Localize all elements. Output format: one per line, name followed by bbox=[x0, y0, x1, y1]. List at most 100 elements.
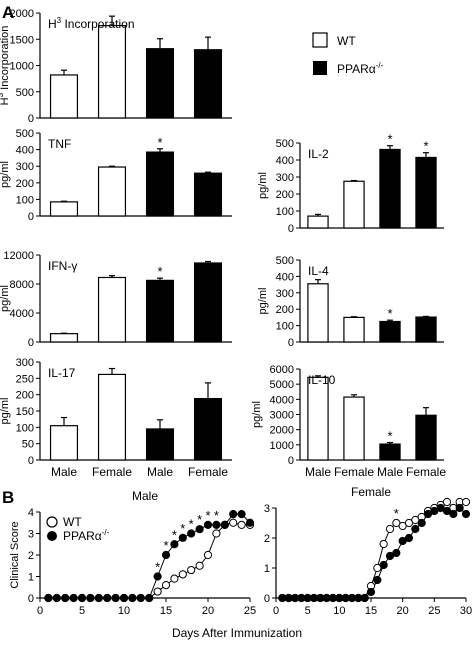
y-tick-label: 1000 bbox=[270, 440, 294, 452]
significance-star: * bbox=[157, 135, 162, 150]
ppar-point bbox=[178, 533, 187, 542]
legend-b-ppar-label: PPARα-/- bbox=[63, 528, 110, 543]
y-tick-label: 0 bbox=[288, 455, 294, 467]
ppar-point bbox=[136, 593, 145, 603]
y-tick-label: 2000 bbox=[10, 8, 34, 20]
ppar-point bbox=[245, 518, 255, 527]
y-axis-title: H3 Incorporation bbox=[0, 26, 11, 106]
significance-star: * bbox=[157, 264, 162, 279]
wt-point bbox=[187, 565, 196, 575]
panel-title: TNF bbox=[48, 137, 71, 151]
y-tick-label: 300 bbox=[16, 357, 34, 369]
y-tick-label: 150 bbox=[16, 406, 34, 418]
wt-point bbox=[385, 524, 395, 534]
panel-title: H3 Incorporation bbox=[48, 16, 135, 31]
panel-title: IL-2 bbox=[308, 147, 329, 161]
bar bbox=[379, 320, 401, 343]
significance-star: * bbox=[155, 560, 160, 575]
category-label: Male bbox=[377, 465, 403, 479]
bar bbox=[145, 48, 175, 119]
y-tick-label: 1 bbox=[264, 563, 270, 575]
wt-point bbox=[153, 587, 162, 596]
significance-star: * bbox=[189, 517, 194, 532]
y-tick-label: 400 bbox=[276, 155, 294, 167]
legend-b-wt-label: WT bbox=[63, 515, 82, 529]
x-tick-label: 15 bbox=[365, 605, 377, 617]
y-axis-title: pg/ml bbox=[257, 172, 269, 199]
ppar-point bbox=[379, 560, 388, 570]
legend-wt-swatch bbox=[312, 32, 328, 48]
y-tick-label: 0 bbox=[28, 593, 34, 605]
ppar-point bbox=[404, 533, 414, 543]
x-tick-label: 20 bbox=[397, 605, 409, 617]
wt-point bbox=[229, 518, 238, 527]
ppar-point bbox=[153, 572, 162, 581]
bar bbox=[145, 151, 175, 217]
panel-title: IL-10 bbox=[308, 373, 336, 387]
y-tick-label: 200 bbox=[276, 304, 294, 316]
significance-star: * bbox=[197, 512, 202, 527]
y-tick-label: 0 bbox=[28, 337, 34, 349]
significance-star: * bbox=[172, 527, 177, 542]
y-tick-label: 1500 bbox=[10, 34, 34, 46]
y-tick-label: 0 bbox=[28, 211, 34, 223]
x-tick-label: 15 bbox=[160, 605, 172, 617]
significance-star: * bbox=[180, 521, 185, 536]
wt-point bbox=[161, 581, 171, 590]
panel-title: IFN-γ bbox=[48, 259, 77, 273]
ppar-point bbox=[161, 550, 171, 560]
wt-point bbox=[203, 550, 213, 560]
y-tick-label: 250 bbox=[16, 373, 34, 385]
y-tick-label: 2 bbox=[264, 533, 270, 545]
y-tick-label: 3000 bbox=[270, 410, 294, 422]
ppar-point bbox=[229, 510, 238, 519]
significance-star: * bbox=[214, 508, 219, 523]
x-tick-label: 10 bbox=[118, 605, 130, 617]
legend-wt-label: WT bbox=[337, 34, 356, 48]
ppar-point bbox=[461, 509, 471, 519]
ppar-point bbox=[77, 593, 87, 603]
significance-star: * bbox=[163, 538, 168, 553]
y-tick-label: 12000 bbox=[3, 250, 34, 262]
ppar-point bbox=[392, 548, 401, 558]
ppar-point bbox=[195, 525, 204, 534]
y-axis-title: pg/ml bbox=[0, 161, 11, 188]
x-tick-label: 25 bbox=[244, 605, 256, 617]
ppar-point bbox=[220, 520, 229, 530]
bar-chart-il4: 0 100 200 300 400 500 * IL-4 pg/ml bbox=[257, 255, 444, 349]
ppar-point bbox=[44, 593, 53, 603]
y-tick-label: 300 bbox=[16, 161, 34, 173]
ppar-point bbox=[170, 540, 179, 549]
panel-title: IL-4 bbox=[308, 264, 329, 278]
x-tick-label: 0 bbox=[37, 605, 43, 617]
significance-star: * bbox=[387, 132, 392, 147]
legend-b-ppar-marker bbox=[47, 531, 57, 541]
ppar-point bbox=[411, 524, 420, 534]
bar bbox=[193, 262, 223, 343]
bar bbox=[193, 172, 223, 217]
line-chart-female_eae: 0 5 10 15 20 25 30 0 1 2 3 *Female bbox=[264, 485, 472, 617]
y-tick-label: 6000 bbox=[270, 364, 294, 376]
ppar-point bbox=[455, 503, 464, 513]
wt-point bbox=[379, 539, 388, 549]
y-tick-label: 2000 bbox=[270, 425, 294, 437]
ppar-point bbox=[373, 575, 382, 585]
y-axis-title: pg/ml bbox=[0, 285, 11, 312]
ppar-point bbox=[61, 593, 70, 603]
legend-ppar-label: PPARα-/- bbox=[337, 61, 384, 76]
bar bbox=[97, 25, 127, 119]
bar bbox=[379, 148, 401, 229]
y-tick-label: 100 bbox=[276, 206, 294, 218]
y-tick-label: 100 bbox=[16, 422, 34, 434]
x-tick-label: 10 bbox=[333, 605, 345, 617]
category-label: Male bbox=[147, 465, 173, 479]
significance-star: * bbox=[394, 506, 399, 521]
bar bbox=[145, 279, 175, 343]
y-tick-label: 0 bbox=[288, 223, 294, 235]
legend-panel-a: WT PPARα-/- bbox=[312, 32, 384, 76]
legend-panel-b: WT PPARα-/- bbox=[46, 515, 110, 543]
category-label: Female bbox=[406, 465, 446, 479]
y-tick-label: 0 bbox=[288, 337, 294, 349]
